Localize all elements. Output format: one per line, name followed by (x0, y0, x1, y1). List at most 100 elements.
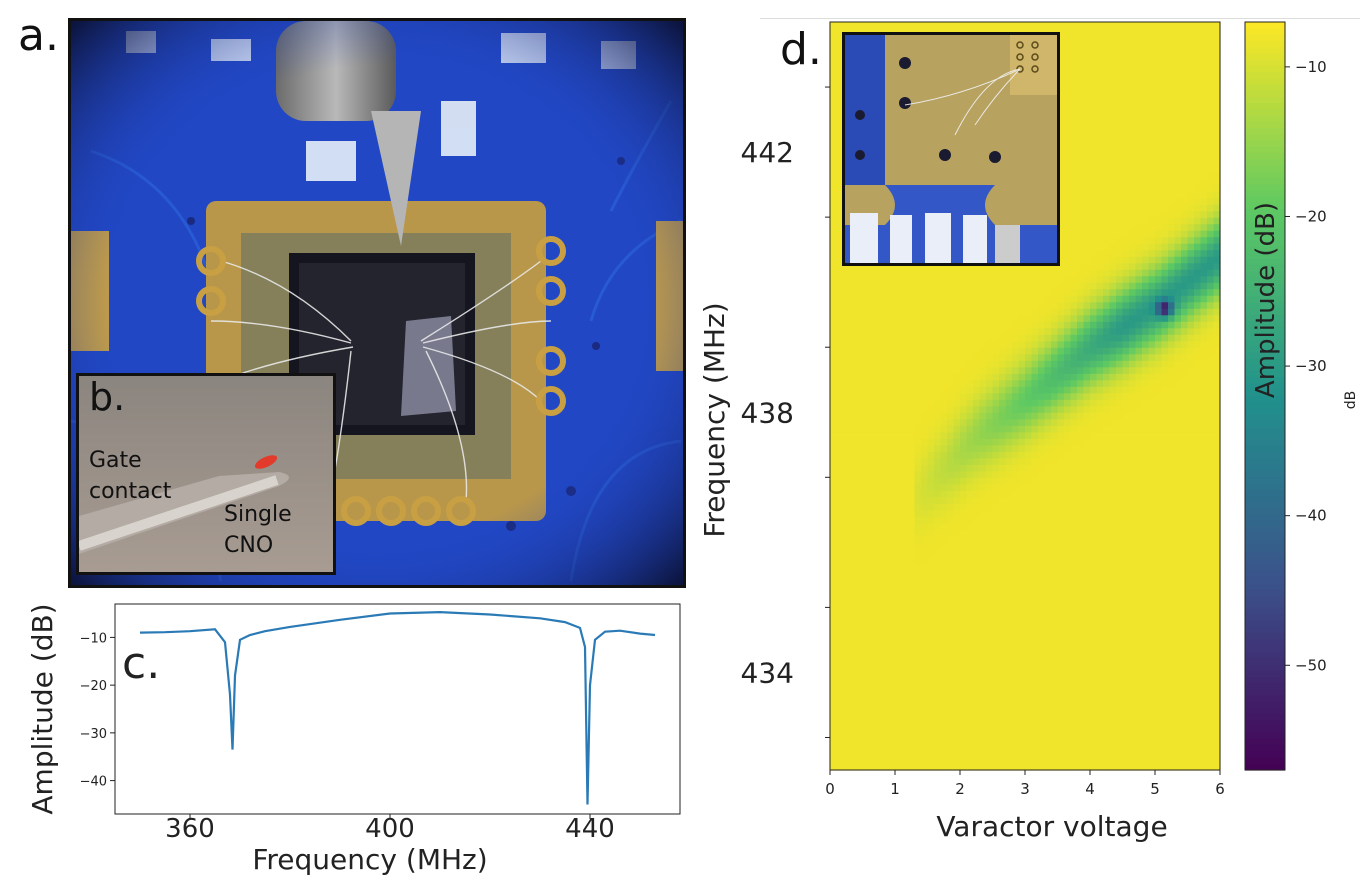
heatmap-cell (986, 522, 994, 530)
heatmap-cell (869, 568, 877, 576)
heatmap-cell (1077, 425, 1085, 433)
heatmap-cell (1012, 327, 1020, 335)
heatmap-cell (940, 672, 948, 680)
heatmap-cell (1038, 678, 1046, 687)
heatmap-cell (960, 392, 968, 400)
heatmap-cell (1070, 48, 1078, 56)
heatmap-cell (830, 386, 838, 394)
heatmap-cell (1090, 594, 1098, 602)
heatmap-cell (1083, 171, 1091, 179)
heatmap-cell (953, 477, 961, 485)
heatmap-cell (934, 639, 942, 648)
heatmap-cell (856, 581, 864, 589)
heatmap-cell (1031, 399, 1039, 407)
heatmap-cell (966, 353, 974, 361)
heatmap-cell (992, 574, 1000, 582)
heatmap-cell (1077, 639, 1085, 648)
heatmap-cell (973, 262, 981, 270)
heatmap-cell (934, 503, 942, 511)
heatmap-cell (888, 392, 896, 400)
heatmap-cell (836, 522, 844, 530)
heatmap-cell (1077, 561, 1085, 569)
heatmap-cell (895, 444, 903, 452)
heatmap-cell (882, 295, 890, 303)
heatmap-cell (1031, 698, 1039, 706)
heatmap-cell (1012, 678, 1020, 687)
heatmap-cell (836, 204, 844, 212)
heatmap-cell (1057, 314, 1065, 322)
heatmap-cell (986, 594, 994, 602)
heatmap-cell (940, 457, 948, 465)
heatmap-cell (1057, 535, 1065, 543)
heatmap-cell (953, 366, 961, 374)
heatmap-cell (1051, 483, 1059, 491)
heatmap-cell (953, 490, 961, 498)
heatmap-cell (999, 379, 1007, 387)
heatmap-cell (973, 607, 981, 615)
heatmap-cell (869, 321, 877, 329)
heatmap-cell (843, 412, 851, 420)
heatmap-cell (1031, 581, 1039, 589)
heatmap-cell (1057, 87, 1065, 95)
heatmap-cell (1012, 652, 1020, 661)
heatmap-cell (921, 763, 929, 771)
heatmap-cell (934, 581, 942, 589)
heatmap-cell (1057, 54, 1065, 62)
heatmap-cell (1096, 724, 1104, 732)
heatmap-cell (1070, 490, 1078, 498)
heatmap-cell (1103, 145, 1111, 153)
heatmap-cell (1012, 665, 1020, 674)
heatmap-cell (836, 249, 844, 257)
heatmap-cell (1090, 444, 1098, 452)
heatmap-cell (1077, 665, 1085, 674)
heatmap-cell (836, 607, 844, 615)
heatmap-cell (992, 477, 1000, 485)
heatmap-cell (1025, 763, 1033, 771)
heatmap-cell (843, 646, 851, 654)
heatmap-cell (862, 743, 870, 752)
heatmap-cell (979, 548, 987, 556)
heatmap-cell (869, 477, 877, 485)
heatmap-cell (1018, 529, 1026, 537)
heatmap-cell (1070, 509, 1078, 517)
heatmap-cell (856, 665, 864, 674)
heatmap-cell (875, 626, 883, 634)
heatmap-cell (1025, 327, 1033, 335)
heatmap-cell (1090, 483, 1098, 491)
heatmap-cell (849, 717, 857, 726)
heatmap-cell (921, 308, 929, 316)
heatmap-cell (934, 490, 942, 498)
heatmap-cell (849, 659, 857, 667)
heatmap-cell (1070, 360, 1078, 368)
heatmap-cell (1012, 737, 1020, 745)
heatmap-cell (973, 327, 981, 335)
heatmap-cell (1018, 275, 1026, 283)
heatmap-cell (1064, 41, 1072, 49)
heatmap-cell (960, 652, 968, 661)
heatmap-cell (934, 509, 942, 517)
heatmap-cell (1018, 652, 1026, 661)
heatmap-cell (1038, 347, 1046, 355)
heatmap-cell (836, 87, 844, 95)
heatmap-cell (869, 386, 877, 394)
heatmap-cell (921, 405, 929, 413)
heatmap-cell (914, 698, 922, 706)
heatmap-cell (1012, 646, 1020, 654)
heatmap-cell (986, 470, 994, 478)
heatmap-cell (999, 483, 1007, 491)
heatmap-cell (953, 587, 961, 595)
heatmap-cell (1018, 665, 1026, 674)
heatmap-cell (901, 581, 909, 589)
heatmap-cell (1025, 581, 1033, 589)
heatmap-cell (888, 633, 896, 641)
heatmap-cell (940, 438, 948, 446)
heatmap-cell (895, 600, 903, 608)
heatmap-cell (927, 438, 935, 446)
heatmap-cell (979, 542, 987, 550)
heatmap-cell (979, 301, 987, 309)
heatmap-cell (1070, 743, 1078, 752)
heatmap-cell (849, 646, 857, 654)
heatmap-cell (979, 444, 987, 452)
heatmap-cell (1090, 145, 1098, 153)
heatmap-cell (882, 698, 890, 706)
